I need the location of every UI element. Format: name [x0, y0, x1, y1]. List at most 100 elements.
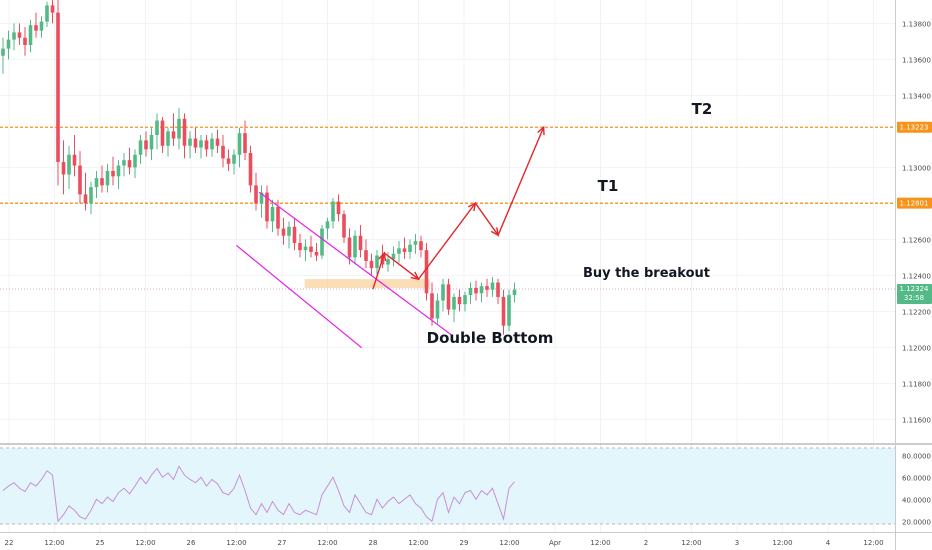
candle [435, 293, 440, 324]
candle-body [221, 145, 225, 159]
price-tick-label: 1.13800 [902, 20, 931, 28]
arrowhead [378, 251, 387, 262]
time-tick-label: 26 [187, 539, 196, 547]
price-tick-label: 1.11600 [902, 416, 931, 424]
candle [6, 30, 11, 60]
candle [336, 194, 341, 222]
candle-body [94, 178, 99, 188]
candle [397, 241, 401, 263]
projected-path[interactable] [372, 126, 545, 290]
time-axis-ticks: 22 12:00 25 12:00 26 12:00 27 12:00 28 12:00 29 12:… [5, 539, 884, 547]
bar-countdown: 32:58 [904, 294, 924, 302]
candle-body [270, 206, 275, 222]
candle-body [419, 241, 423, 251]
channel-lower-line[interactable] [236, 244, 363, 349]
candle [375, 250, 379, 276]
candle-body [160, 120, 165, 146]
candle-body [127, 160, 132, 168]
time-tick-label: 25 [96, 539, 105, 547]
candle [331, 197, 335, 229]
candle-body [468, 287, 473, 296]
candle-body [116, 165, 121, 177]
candle-body [210, 138, 214, 150]
time-tick-label: 12:00 [44, 539, 64, 547]
candle [232, 149, 236, 175]
candle-body [61, 161, 66, 175]
time-tick-label: 22 [5, 539, 14, 547]
candle-body [12, 32, 16, 40]
candle [89, 181, 93, 215]
candle [468, 282, 473, 305]
candle-body [28, 25, 33, 45]
candle-body [496, 282, 500, 297]
time-tick-label: 28 [369, 539, 378, 547]
rsi-tick-label: 80.0000 [902, 452, 931, 460]
candle [303, 239, 308, 261]
candle-body [193, 138, 198, 148]
candle [127, 147, 132, 175]
candle [199, 134, 203, 159]
candle-body [353, 235, 357, 258]
candle [28, 19, 33, 53]
candle-body [298, 242, 302, 251]
candle [364, 239, 368, 269]
candle [507, 289, 511, 332]
candle-body [501, 296, 506, 326]
candle [413, 233, 418, 254]
candle [281, 217, 286, 245]
candle-body [397, 248, 401, 254]
candle-body [50, 5, 55, 13]
candle [479, 282, 484, 303]
candle-body [17, 32, 22, 38]
arrowhead [537, 125, 545, 136]
candle-body [325, 221, 330, 229]
candle [193, 127, 198, 153]
breakout-zone[interactable] [304, 279, 430, 288]
candle-body [215, 138, 220, 146]
candle-body [435, 300, 440, 319]
candle-body [155, 120, 159, 135]
candle-body [347, 237, 352, 258]
channel-upper-line[interactable] [258, 191, 453, 337]
price-tick-label: 1.12600 [902, 236, 931, 244]
candle [248, 145, 253, 193]
candle-body [72, 154, 77, 166]
price-tick-label: 1.12400 [902, 272, 931, 280]
candle [512, 282, 517, 303]
candle [254, 172, 258, 211]
rsi-tick-label: 40.0000 [902, 496, 931, 504]
candle-body [232, 154, 236, 164]
current-price-badge: 1.12324 32:58 [897, 284, 932, 305]
candle [424, 242, 429, 301]
candle [408, 239, 412, 260]
candle-body [408, 244, 412, 252]
candle [419, 235, 423, 258]
svg-text:1.12324: 1.12324 [900, 285, 929, 293]
candle [149, 127, 154, 161]
candle [259, 185, 264, 218]
candle-body [485, 286, 489, 290]
candle [237, 127, 242, 168]
double-bottom-label: Double Bottom [427, 329, 554, 347]
candle [12, 23, 16, 51]
candle-body [89, 187, 93, 204]
candle [353, 230, 357, 265]
candle-body [56, 12, 60, 162]
candle [325, 217, 330, 240]
candle-body [259, 192, 264, 204]
candle-body [105, 170, 110, 186]
candle [83, 172, 88, 211]
candle [457, 289, 462, 312]
time-tick-label: 29 [460, 539, 469, 547]
candle [72, 134, 77, 177]
candle-body [331, 201, 335, 222]
candle-body [199, 140, 203, 148]
candle-body [100, 178, 104, 186]
candle [111, 156, 115, 186]
candle [210, 133, 214, 157]
candle [1, 37, 5, 74]
candle [270, 199, 275, 233]
candle-body [254, 185, 258, 204]
